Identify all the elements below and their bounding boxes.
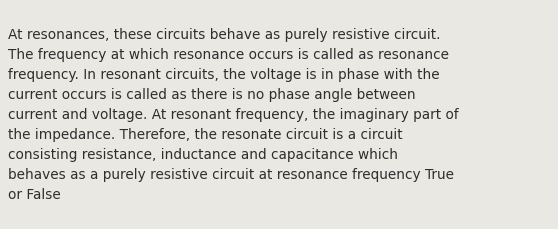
Text: At resonances, these circuits behave as purely resistive circuit.
The frequency : At resonances, these circuits behave as … (8, 27, 459, 201)
